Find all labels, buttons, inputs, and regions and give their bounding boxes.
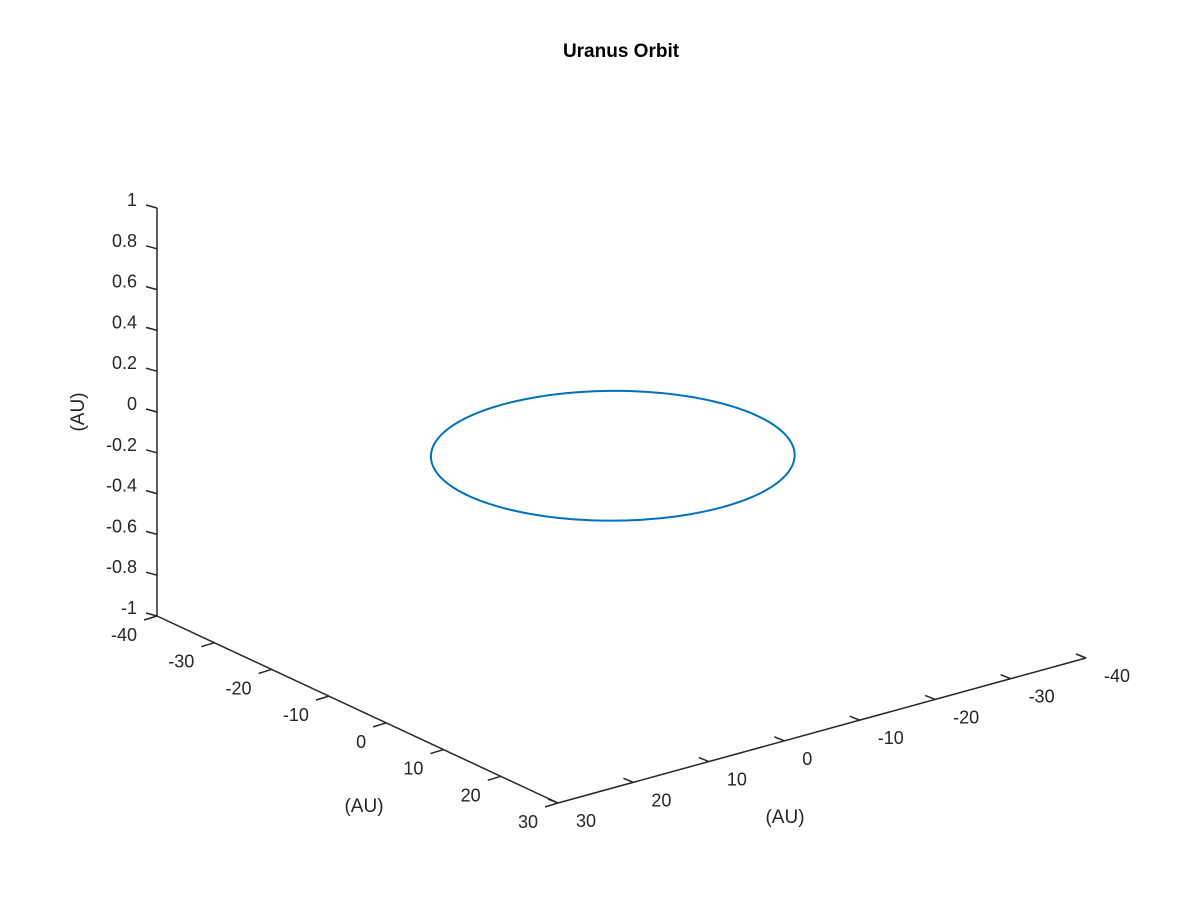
z-tick-label: -1	[121, 598, 137, 618]
y-tick-label: 30	[518, 812, 538, 832]
z-tick	[145, 612, 158, 617]
x-tick	[1000, 674, 1011, 680]
x-tick-label: -30	[1029, 687, 1055, 707]
y-tick	[487, 775, 501, 782]
chart-title: Uranus Orbit	[563, 41, 680, 62]
y-tick-label: -30	[168, 652, 194, 672]
z-tick-label: -0.4	[106, 476, 137, 496]
x-axis-label: (AU)	[765, 807, 804, 828]
x-tick	[623, 777, 634, 783]
z-tick-label: 0	[127, 394, 137, 414]
x-tick	[547, 798, 559, 804]
y-tick	[201, 641, 215, 648]
z-tick	[145, 530, 158, 536]
z-ticks: -1 -0.8 -0.6 -0.4 -0.2 0 0.2 0.4 0.6 0.8 1	[106, 190, 158, 618]
z-tick-label: 0.4	[112, 312, 137, 332]
x-axis-line	[557, 657, 1087, 804]
z-tick	[145, 571, 158, 576]
x-tick-label: 30	[576, 811, 596, 831]
x-tick-label: -10	[878, 728, 904, 748]
y-tick-label: -10	[283, 705, 309, 725]
x-tick	[849, 715, 860, 721]
z-tick-label: -0.2	[106, 435, 137, 455]
y-tick-label: 0	[356, 732, 366, 752]
z-tick	[145, 285, 158, 291]
z-tick-label: -0.6	[106, 516, 137, 536]
x-tick-label: 0	[802, 749, 812, 769]
x-ticks: -40 -30 -20 -10 0 10 20 30	[547, 653, 1130, 831]
y-tick-label: 10	[403, 759, 423, 779]
y-tick-label: -20	[226, 678, 252, 698]
y-tick	[372, 722, 387, 728]
z-tick	[145, 449, 158, 454]
z-tick	[145, 489, 158, 495]
y-tick	[315, 695, 330, 701]
x-tick-label: -20	[953, 707, 979, 727]
orbit-line	[429, 389, 796, 522]
y-tick	[258, 668, 272, 675]
x-tick-label: 10	[727, 770, 747, 790]
y-tick-label: -40	[111, 625, 137, 645]
z-tick-label: -0.8	[106, 557, 137, 577]
x-tick	[774, 736, 785, 742]
z-tick	[145, 367, 158, 372]
y-ticks: -40 -30 -20 -10 0 10 20 30	[111, 615, 559, 832]
z-tick	[145, 408, 158, 413]
y-axis-line	[156, 615, 559, 804]
z-axis-label: (AU)	[68, 392, 89, 431]
z-tick-label: 0.6	[112, 272, 137, 292]
y-tick	[430, 748, 444, 755]
z-tick-label: 0.2	[112, 353, 137, 373]
x-tick-label: 20	[651, 790, 671, 810]
x-tick	[698, 756, 710, 763]
y-tick	[544, 802, 559, 808]
x-tick	[1075, 653, 1087, 659]
x-tick-label: -40	[1104, 666, 1130, 686]
z-tick-label: 1	[127, 190, 137, 210]
x-tick	[924, 694, 936, 701]
z-tick-label: 0.8	[112, 231, 137, 251]
y-tick	[143, 615, 158, 621]
z-tick	[145, 245, 158, 250]
z-tick	[145, 204, 158, 209]
y-tick-label: 20	[461, 785, 481, 805]
y-axis-label: (AU)	[344, 796, 383, 817]
z-tick	[145, 326, 158, 332]
